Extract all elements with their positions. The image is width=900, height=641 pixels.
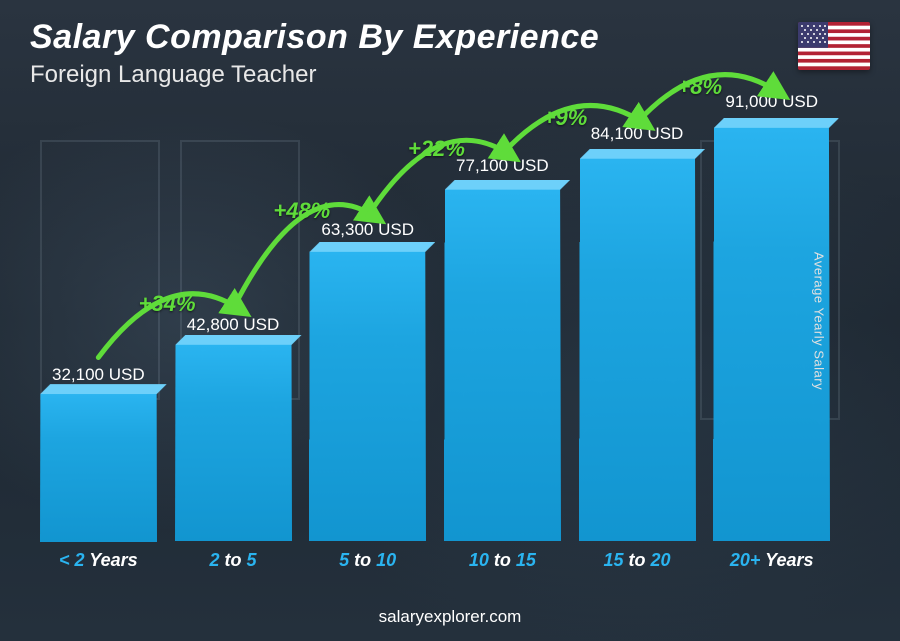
chart-area: 32,100 USD42,800 USD63,300 USD77,100 USD… [30,120,840,571]
footer-attribution: salaryexplorer.com [0,607,900,627]
page-title: Salary Comparison By Experience [30,18,870,57]
growth-arc [368,140,509,216]
y-axis-label: Average Yearly Salary [811,251,826,389]
growth-arcs [30,80,840,571]
growth-arc [502,106,643,154]
growth-arc [233,205,374,309]
growth-arc [98,294,239,358]
flag-us-icon [798,22,870,70]
page-subtitle: Foreign Language Teacher [30,61,870,89]
header: Salary Comparison By Experience Foreign … [30,18,870,89]
